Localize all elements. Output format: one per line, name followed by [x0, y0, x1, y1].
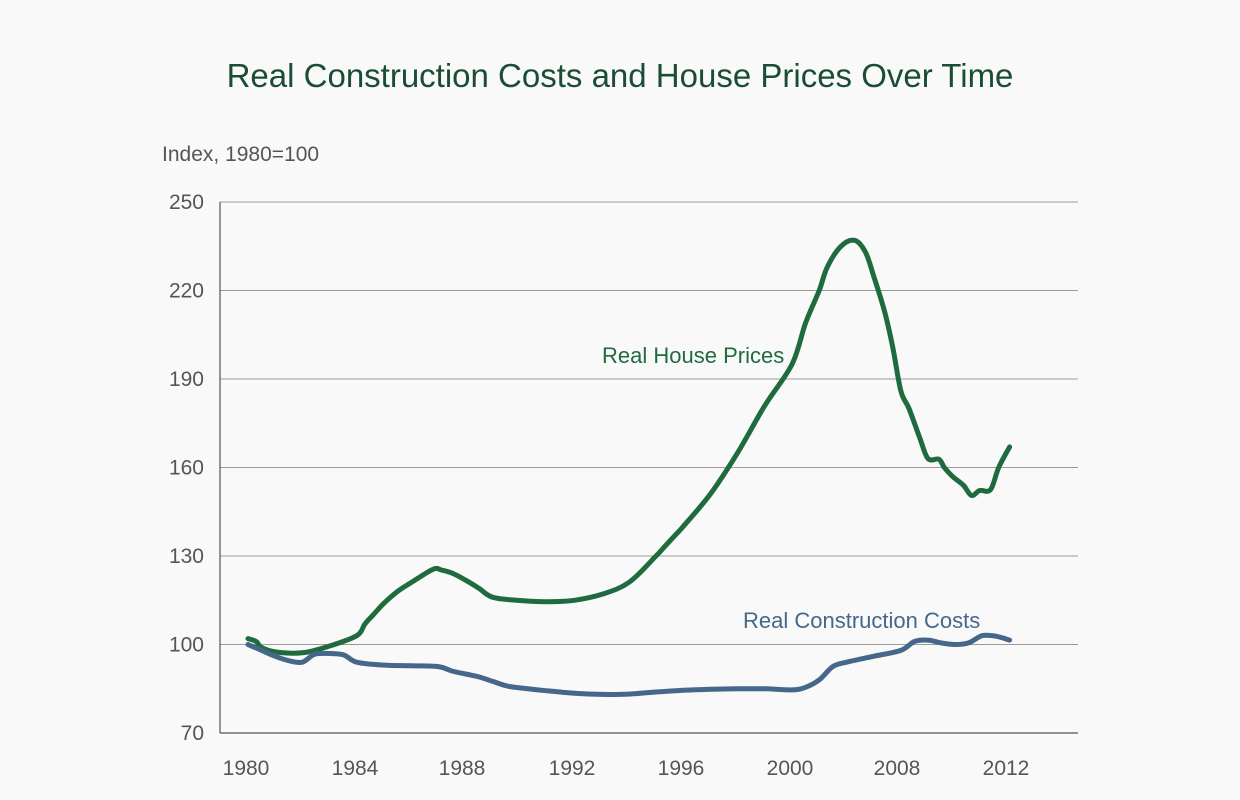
x-tick-label: 2008: [874, 757, 921, 780]
series-line-real-construction-costs: [245, 632, 1013, 697]
y-tick-label: 130: [169, 545, 204, 568]
y-tick-label: 100: [169, 634, 204, 657]
x-tick-label: 2000: [767, 757, 814, 780]
x-tick-label: 1980: [223, 757, 270, 780]
y-tick-label: 160: [169, 457, 204, 480]
x-tick-label: 1988: [439, 757, 486, 780]
x-tick-label: 1996: [658, 757, 705, 780]
y-tick-label: 70: [181, 722, 204, 745]
series-lines: [245, 237, 1013, 697]
gridlines: [220, 201, 1078, 645]
y-tick-label: 220: [169, 280, 204, 303]
y-tick-label: 250: [169, 191, 204, 214]
x-tick-labels: 1980 1984 1988 1992 1996 2000 2008 2012: [223, 757, 1030, 780]
x-tick-label: 2012: [983, 757, 1030, 780]
x-tick-label: 1984: [332, 757, 379, 780]
series-label-construction-costs: Real Construction Costs: [743, 608, 980, 633]
x-tick-label: 1992: [549, 757, 596, 780]
y-tick-label: 190: [169, 368, 204, 391]
y-tick-labels: 70 100 130 160 190 220 250: [169, 191, 204, 745]
series-line-real-house-prices: [245, 237, 1013, 656]
series-label-house-prices: Real House Prices: [602, 343, 784, 368]
chart-title: Real Construction Costs and House Prices…: [227, 57, 1014, 94]
y-axis-label: Index, 1980=100: [162, 143, 319, 166]
